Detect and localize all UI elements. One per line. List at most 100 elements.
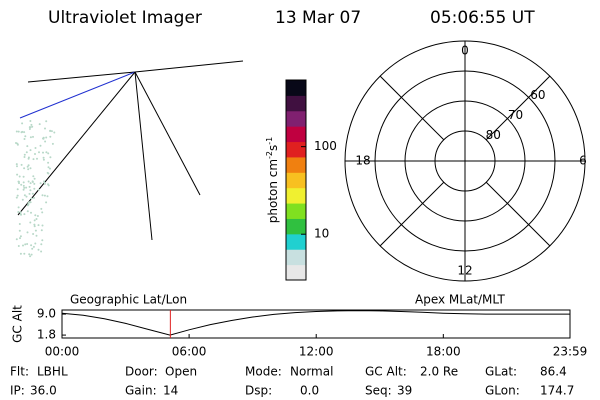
colorbar-label-sup: -2 — [265, 151, 274, 159]
emission-dot — [30, 123, 33, 126]
emission-dot — [41, 224, 44, 227]
colorbar-segment — [286, 172, 306, 189]
emission-dot — [32, 245, 35, 248]
emission-dot — [43, 182, 46, 184]
emission-dot — [34, 147, 37, 149]
field-value: 14 — [163, 384, 178, 398]
polar-axis — [485, 181, 551, 247]
emission-dot — [31, 247, 34, 250]
polar-ring-label: 70 — [508, 108, 523, 122]
field-label: Gain: — [125, 384, 157, 398]
emission-dot — [47, 166, 50, 169]
emission-dot — [23, 167, 26, 170]
emission-dot — [18, 175, 21, 178]
emission-dot — [41, 194, 44, 197]
emission-dot — [23, 138, 26, 140]
emission-dot — [33, 182, 36, 185]
emission-dot — [46, 171, 49, 174]
alt-right-title: Apex MLat/MLT — [415, 293, 505, 307]
emission-dot — [38, 151, 40, 154]
colorbar-segment — [286, 203, 306, 219]
emission-dot — [35, 218, 38, 220]
emission-dot — [26, 145, 29, 148]
emission-dot — [15, 163, 18, 166]
emission-dot — [25, 195, 28, 198]
colorbar-label-text: s — [266, 145, 280, 151]
field-label: GLat: — [485, 365, 517, 379]
emission-dot — [47, 161, 50, 164]
emission-dot — [27, 157, 30, 160]
emission-dot — [49, 167, 51, 170]
emission-dot — [31, 180, 34, 183]
polar-axis — [379, 75, 445, 141]
emission-dot — [20, 131, 23, 134]
emission-dot — [34, 242, 37, 245]
emission-dot — [26, 204, 29, 207]
field-label: IP: — [10, 384, 25, 398]
emission-dot — [30, 197, 33, 200]
emission-dot — [29, 182, 32, 185]
emission-dot — [28, 192, 31, 195]
colorbar-segment — [286, 95, 306, 112]
emission-dot — [15, 196, 18, 199]
alt-curve — [61, 310, 570, 336]
emission-dot — [17, 180, 20, 183]
alt-xtick-label: 12:00 — [299, 345, 334, 359]
emission-dot — [45, 151, 48, 154]
emission-dot — [30, 253, 33, 256]
grid-line — [27, 71, 136, 83]
emission-dot — [26, 243, 29, 245]
emission-dot — [24, 135, 27, 138]
grid-line — [134, 60, 244, 73]
emission-dot — [43, 194, 46, 197]
emission-dot — [45, 201, 48, 204]
emission-dot — [41, 239, 44, 242]
emission-dot — [37, 248, 40, 251]
emission-dot — [32, 175, 35, 178]
emission-dot — [17, 211, 20, 213]
emission-dot — [15, 142, 17, 144]
field-label: Mode: — [245, 365, 282, 379]
emission-dot — [16, 173, 19, 176]
emission-dot — [31, 192, 34, 195]
emission-dot — [25, 186, 28, 189]
emission-dot — [16, 165, 18, 168]
field-label: Door: — [125, 365, 158, 379]
emission-dot — [19, 211, 22, 214]
emission-dot — [37, 188, 40, 191]
emission-dot — [18, 229, 21, 232]
field-label: GC Alt: — [365, 365, 407, 379]
emission-dot — [30, 244, 33, 247]
alt-ytick-label: 9.0 — [37, 307, 56, 321]
emission-dot — [53, 131, 56, 134]
emission-dot — [29, 149, 32, 152]
alt-ylabel: GC Alt — [11, 305, 25, 343]
emission-dot — [49, 129, 52, 132]
emission-dot — [38, 123, 41, 126]
field-value: 2.0 Re — [420, 365, 458, 379]
emission-dot — [16, 188, 19, 191]
field-value: 39 — [397, 384, 412, 398]
emission-dot — [42, 158, 45, 161]
emission-dot — [22, 181, 25, 184]
field-value: Normal — [290, 365, 333, 379]
field-value: LBHL — [37, 365, 68, 379]
emission-dot — [29, 167, 32, 170]
emission-dot — [16, 194, 19, 197]
emission-dot — [26, 165, 29, 168]
emission-dot — [26, 210, 29, 213]
emission-dot — [28, 185, 31, 188]
emission-dot — [21, 198, 24, 201]
emission-dot — [23, 186, 26, 189]
alt-xtick-label: 00:00 — [45, 345, 80, 359]
alt-left-title: Geographic Lat/Lon — [70, 293, 187, 307]
colorbar-segment — [286, 141, 306, 158]
emission-dot — [49, 135, 52, 138]
grid-line — [17, 71, 136, 216]
field-label: Seq: — [365, 384, 392, 398]
emission-dot — [23, 252, 26, 255]
colorbar-label-sup: -1 — [265, 137, 274, 145]
colorbar-segment — [286, 156, 306, 173]
emission-dot — [29, 136, 32, 139]
field-label: GLon: — [485, 384, 520, 398]
